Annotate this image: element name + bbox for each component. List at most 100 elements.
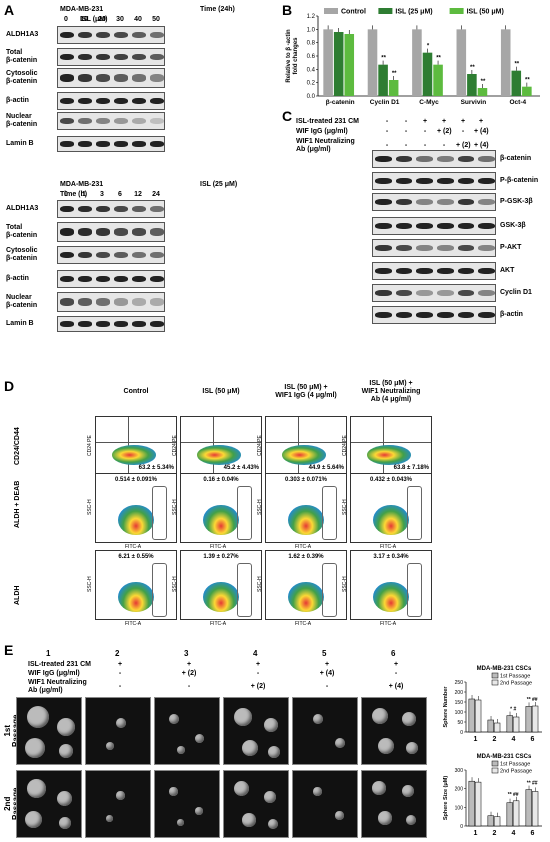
- panel-a-dose-label: ISL (μM): [80, 16, 108, 23]
- bar: [344, 34, 355, 96]
- protein-band: [149, 205, 164, 213]
- protein-band: [437, 222, 454, 230]
- x-axis-label: FITC-A: [210, 621, 227, 627]
- protein-band: [149, 228, 164, 236]
- x-axis-label: FITC-A: [125, 544, 142, 550]
- protein-band: [149, 298, 164, 306]
- condition-value: + (4): [319, 670, 335, 677]
- significance-mark: **: [514, 62, 519, 68]
- y-axis-label: CD24 PE: [257, 435, 263, 456]
- protein-band: [131, 117, 147, 125]
- flow-cytometry-plot: 63.2 ± 5.34%: [95, 416, 177, 474]
- tumorsphere: [57, 718, 75, 736]
- legend-swatch: [491, 760, 499, 767]
- bar: [493, 722, 501, 733]
- condition-value: +: [186, 661, 192, 668]
- condition-label: ISL-treated 231 CM: [296, 118, 360, 125]
- category-label: 2: [493, 736, 497, 743]
- protein-band: [375, 244, 392, 252]
- protein-band: [149, 141, 164, 147]
- time-value: 0: [64, 191, 68, 198]
- dose-value: 50: [152, 16, 160, 23]
- protein-band: [59, 275, 75, 283]
- bar: [378, 64, 388, 96]
- y-axis-label: CD24 PE: [172, 435, 178, 456]
- protein-band: [457, 155, 475, 163]
- significance-mark: **: [392, 71, 397, 77]
- western-blot-strip: [372, 150, 496, 168]
- legend-label: 1st Passage: [500, 762, 530, 768]
- y-axis-label: SSC-H: [172, 576, 178, 592]
- protein-band: [416, 311, 433, 319]
- percentage-value: 44.9 ± 5.64%: [308, 465, 344, 471]
- protein-band: [416, 244, 433, 252]
- bar: [506, 802, 513, 827]
- protein-band: [457, 198, 475, 206]
- protein-band: [395, 311, 413, 319]
- tumorsphere: [406, 815, 417, 826]
- time-value: 12: [134, 191, 142, 198]
- legend-label: Control: [341, 9, 366, 16]
- y-axis-label: SSC-H: [257, 499, 263, 515]
- protein-band: [77, 251, 93, 259]
- dose-value: 30: [116, 16, 124, 23]
- panel-a-time-label: Time (h): [60, 191, 88, 198]
- aldh-gate: [407, 563, 422, 617]
- protein-band: [478, 222, 495, 230]
- bar: [500, 29, 511, 96]
- bar: [367, 29, 378, 96]
- protein-band: [131, 298, 147, 306]
- protein-band: [437, 311, 454, 319]
- protein-band: [113, 117, 129, 125]
- protein-band: [149, 117, 164, 125]
- y-tick-label: 250: [455, 680, 464, 686]
- protein-band: [457, 222, 475, 230]
- protein-band: [437, 244, 454, 252]
- tumorsphere: [264, 718, 278, 732]
- blot-row-label: P-AKT: [500, 244, 522, 251]
- blot-row-label: AKT: [500, 267, 515, 274]
- flow-cytometry-plot: 0.16 ± 0.04%: [180, 473, 262, 543]
- tumorsphere: [169, 714, 179, 724]
- tumorsphere: [106, 815, 113, 822]
- blot-row-label: ALDH1A3: [6, 31, 39, 38]
- tumorsphere: [335, 811, 344, 820]
- percentage-value: 0.303 ± 0.071%: [285, 477, 327, 483]
- condition-value: -: [423, 128, 427, 135]
- cell-density-cloud: [288, 581, 325, 613]
- protein-band: [95, 117, 111, 125]
- panel-d-label: D: [4, 378, 15, 394]
- lane-number: 6: [391, 649, 396, 658]
- protein-band: [77, 321, 93, 327]
- sphere-image: [223, 697, 289, 765]
- tumorsphere: [378, 738, 394, 754]
- protein-band: [375, 222, 392, 230]
- aldh-gate: [152, 563, 167, 617]
- tumorsphere: [234, 781, 250, 797]
- protein-band: [131, 141, 147, 147]
- sphere-image: [154, 697, 220, 765]
- significance-mark: **: [436, 56, 441, 62]
- bar: [467, 74, 477, 96]
- tumorsphere: [195, 734, 204, 743]
- flow-cytometry-plot: 45.2 ± 4.43%: [180, 416, 262, 474]
- panel-a-bottom-treatment: ISL (25 μM): [200, 181, 238, 188]
- tumorsphere: [268, 746, 280, 758]
- protein-band: [77, 298, 93, 306]
- y-axis-label: SSC-H: [172, 499, 178, 515]
- protein-band: [437, 177, 454, 185]
- tumorsphere: [57, 791, 73, 807]
- bar: [474, 699, 482, 733]
- tumorsphere: [177, 819, 184, 826]
- quadrant-line: [266, 442, 346, 444]
- western-blot-strip: [57, 246, 165, 264]
- western-blot-strip: [57, 316, 165, 332]
- percentage-value: 0.514 ± 0.091%: [115, 477, 157, 483]
- significance-mark: **: [470, 65, 475, 71]
- condition-value: + (2): [437, 128, 452, 135]
- flow-cytometry-plot: 3.17 ± 0.34%: [350, 550, 432, 620]
- bar: [468, 698, 475, 733]
- significance-mark: ** ##: [508, 792, 519, 798]
- sphere-image: [154, 770, 220, 838]
